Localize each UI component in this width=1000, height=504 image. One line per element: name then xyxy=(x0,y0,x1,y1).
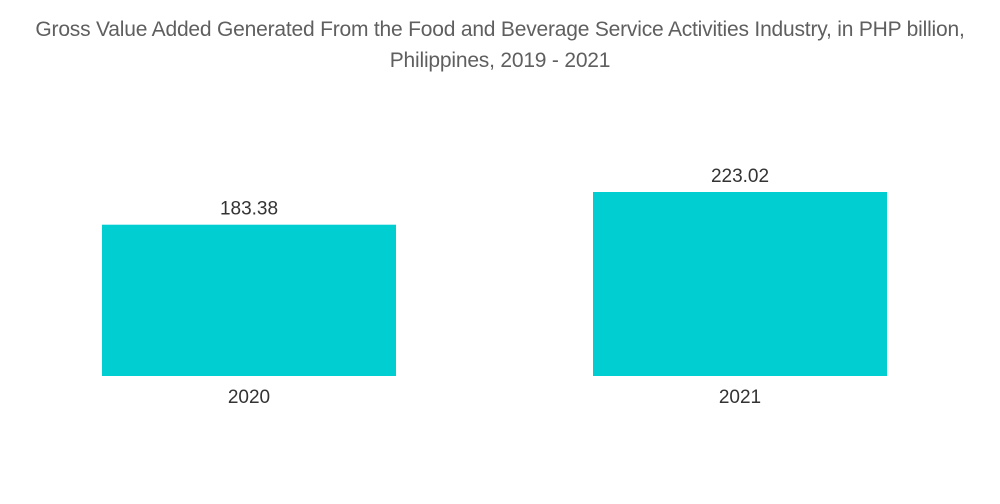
bar-2020 xyxy=(102,224,396,376)
x-tick-label-2021: 2021 xyxy=(719,387,761,408)
bar-2021 xyxy=(593,192,887,376)
x-tick-label-2020: 2020 xyxy=(228,387,270,408)
data-label-2020: 183.38 xyxy=(220,199,278,220)
chart-title: Gross Value Added Generated From the Foo… xyxy=(35,18,965,72)
data-label-2021: 223.02 xyxy=(711,166,769,187)
